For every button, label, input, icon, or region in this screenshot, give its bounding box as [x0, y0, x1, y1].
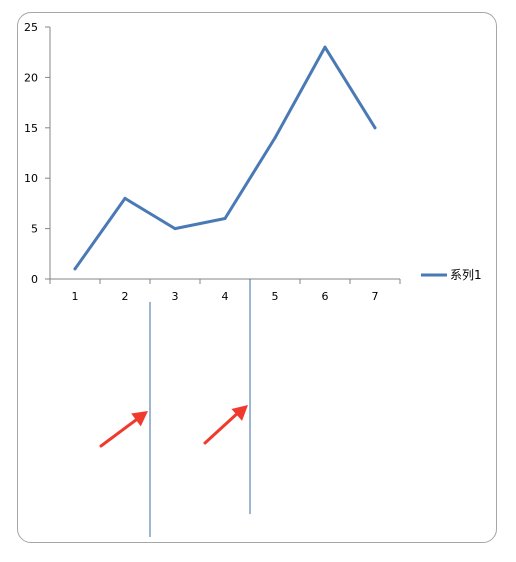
- y-tick-label: 5: [31, 223, 38, 236]
- axes: [49, 27, 400, 280]
- data-point: [273, 136, 277, 140]
- data-point: [373, 126, 377, 130]
- series-line: [73, 45, 377, 271]
- red-arrow-head: [131, 411, 148, 427]
- x-tick-label: 5: [272, 290, 279, 303]
- data-point: [73, 267, 77, 271]
- x-axis-ticks: 1 2 3 4 5 6 7: [49, 279, 401, 303]
- x-tick-label: 3: [172, 290, 179, 303]
- x-tick-label: 4: [222, 290, 229, 303]
- legend-entry: 系列1: [450, 268, 482, 282]
- data-point: [223, 217, 227, 221]
- data-point: [123, 196, 127, 200]
- red-arrow-shaft: [203, 409, 242, 445]
- data-point: [173, 227, 177, 231]
- y-tick-label: 25: [24, 21, 38, 34]
- x-tick-label: 1: [72, 290, 79, 303]
- x-tick-label: 6: [322, 290, 329, 303]
- y-tick-label: 0: [31, 273, 38, 286]
- y-axis-ticks: 0 5 10 15 20 25: [24, 21, 50, 286]
- data-point: [323, 45, 327, 49]
- legend: 系列1: [421, 268, 482, 282]
- y-tick-label: 20: [24, 71, 38, 84]
- chart-frame: [17, 12, 497, 543]
- y-tick-label: 10: [24, 172, 38, 185]
- x-tick-label: 2: [122, 290, 129, 303]
- red-arrow-shaft: [99, 415, 142, 448]
- series-layer: [73, 45, 377, 271]
- x-tick-label: 7: [372, 290, 379, 303]
- red-arrow-head: [231, 405, 248, 421]
- y-tick-label: 15: [24, 122, 38, 135]
- annotation-layer: [99, 279, 251, 537]
